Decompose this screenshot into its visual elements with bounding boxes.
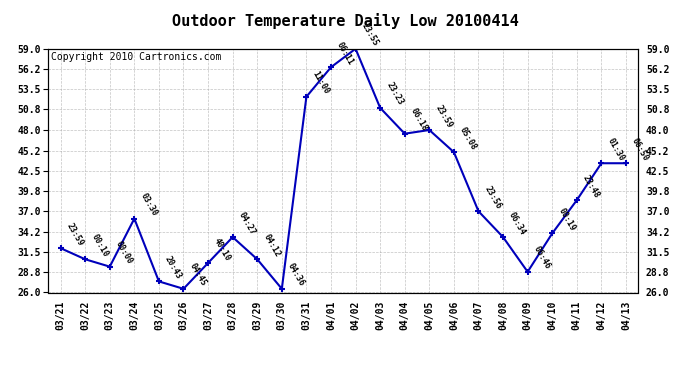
Text: 11:00: 11:00	[310, 70, 331, 96]
Text: 00:19: 00:19	[556, 207, 577, 232]
Text: 06:11: 06:11	[335, 40, 355, 66]
Text: 03:30: 03:30	[139, 192, 159, 218]
Text: 00:00: 00:00	[114, 240, 135, 266]
Text: 23:59: 23:59	[433, 103, 454, 129]
Text: 04:27: 04:27	[237, 210, 257, 236]
Text: Copyright 2010 Cartronics.com: Copyright 2010 Cartronics.com	[51, 53, 221, 62]
Text: 05:08: 05:08	[458, 125, 478, 152]
Text: 06:18: 06:18	[409, 107, 429, 133]
Text: 04:36: 04:36	[286, 262, 306, 288]
Text: 06:50: 06:50	[630, 136, 651, 162]
Text: 40:10: 40:10	[213, 236, 233, 262]
Text: 06:34: 06:34	[507, 210, 528, 236]
Text: 23:59: 23:59	[65, 221, 85, 248]
Text: 00:10: 00:10	[89, 232, 110, 258]
Text: Outdoor Temperature Daily Low 20100414: Outdoor Temperature Daily Low 20100414	[172, 13, 518, 29]
Text: 06:46: 06:46	[532, 245, 552, 271]
Text: 23:56: 23:56	[482, 184, 503, 210]
Text: 20:43: 20:43	[163, 255, 184, 280]
Text: 23:55: 23:55	[359, 22, 380, 48]
Text: 04:45: 04:45	[188, 262, 208, 288]
Text: 01:30: 01:30	[606, 136, 626, 162]
Text: 23:23: 23:23	[384, 81, 404, 107]
Text: 23:48: 23:48	[581, 173, 601, 200]
Text: 04:12: 04:12	[262, 232, 282, 258]
